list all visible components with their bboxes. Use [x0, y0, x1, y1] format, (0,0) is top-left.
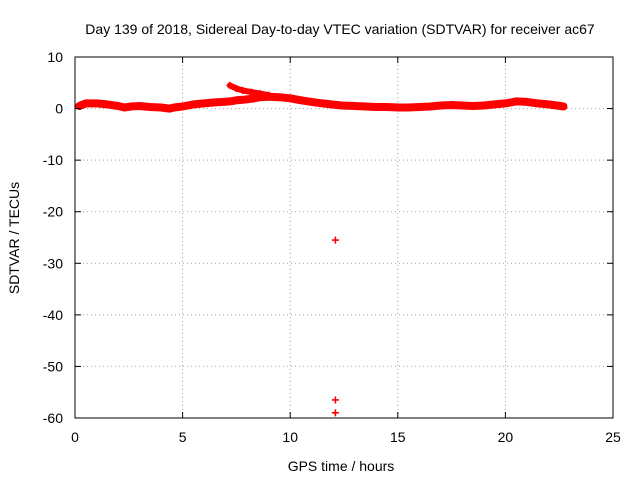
y-tick-label: 0 — [55, 101, 63, 117]
data-point — [247, 88, 255, 96]
data-point — [362, 103, 370, 111]
y-axis-label: SDTVAR / TECUs — [6, 182, 22, 294]
data-point — [501, 99, 509, 107]
data-point — [331, 409, 339, 417]
data-point — [560, 103, 568, 111]
data-point — [331, 236, 339, 244]
data-point — [211, 98, 219, 106]
data-point — [120, 104, 128, 112]
data-point — [189, 100, 197, 108]
chart-title: Day 139 of 2018, Sidereal Day-to-day VTE… — [85, 21, 595, 37]
y-tick-label: 10 — [47, 49, 63, 65]
data-point — [458, 101, 466, 109]
data-point — [239, 87, 247, 95]
data-point — [93, 99, 101, 107]
data-point — [318, 99, 326, 107]
x-tick-label: 20 — [498, 429, 514, 445]
data-point — [200, 99, 208, 107]
y-tick-label: -30 — [43, 255, 63, 271]
y-tick-label: -40 — [43, 307, 63, 323]
data-point — [512, 97, 520, 105]
data-point — [534, 99, 542, 107]
plot-frame — [74, 56, 614, 419]
axis-ticks: 0 5 10 15 20 25 10 0 -10 -20 -30 -40 -50 -60 — [43, 49, 621, 445]
data-point — [331, 396, 339, 404]
data-point — [239, 96, 247, 104]
data-point — [114, 102, 122, 110]
data-point — [103, 100, 111, 108]
data-point — [136, 102, 144, 110]
data-point — [338, 101, 346, 109]
y-tick-label: -10 — [43, 152, 63, 168]
data-point — [469, 102, 477, 110]
data-point — [491, 100, 499, 108]
x-axis-label: GPS time / hours — [288, 458, 395, 474]
data-point — [394, 104, 402, 112]
x-tick-label: 0 — [71, 429, 79, 445]
y-tick-label: -60 — [43, 410, 63, 426]
data-point — [127, 103, 135, 111]
data-point — [544, 100, 552, 108]
data-points — [75, 81, 568, 417]
data-point — [82, 99, 90, 107]
data-point — [523, 98, 531, 106]
data-point — [286, 94, 294, 102]
data-point — [232, 96, 240, 104]
data-point — [219, 98, 227, 106]
x-tick-label: 10 — [282, 429, 298, 445]
data-point — [448, 101, 456, 109]
data-point — [351, 102, 359, 110]
data-point — [426, 103, 434, 111]
data-point — [275, 93, 283, 101]
x-tick-label: 5 — [179, 429, 187, 445]
data-point — [553, 101, 561, 109]
data-point — [179, 103, 187, 111]
x-tick-label: 15 — [390, 429, 406, 445]
data-point — [297, 96, 305, 104]
x-tick-label: 25 — [605, 429, 621, 445]
data-point — [327, 100, 335, 108]
data-point — [308, 98, 316, 106]
y-tick-label: -50 — [43, 358, 63, 374]
data-point — [166, 105, 174, 113]
data-point — [170, 104, 178, 112]
data-point — [226, 97, 234, 105]
data-point — [265, 91, 273, 99]
data-point — [247, 95, 255, 103]
data-point — [232, 84, 240, 92]
data-point — [157, 104, 165, 112]
y-tick-label: -20 — [43, 204, 63, 220]
data-point — [256, 90, 264, 98]
data-point — [226, 81, 234, 89]
data-point — [437, 101, 445, 109]
data-point — [383, 103, 391, 111]
data-point — [480, 101, 488, 109]
data-point — [405, 104, 413, 112]
data-point — [372, 103, 380, 111]
data-point — [415, 103, 423, 111]
data-point — [146, 103, 154, 111]
